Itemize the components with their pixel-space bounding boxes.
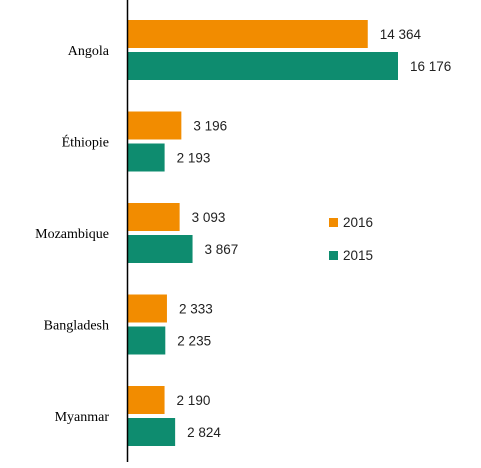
bar-2016-1 bbox=[128, 111, 182, 140]
data-label: 3 093 bbox=[192, 210, 226, 225]
bar-2016-4 bbox=[128, 386, 165, 414]
data-label: 2 193 bbox=[177, 151, 211, 166]
data-label: 3 867 bbox=[205, 242, 239, 257]
value-labels: 14 364 16 176 3 196 2 193 3 093 3 867 2 333 2 2… bbox=[177, 27, 452, 440]
bar-2015-1 bbox=[128, 143, 165, 172]
bar-2015-2 bbox=[128, 235, 193, 263]
bar-2016-2 bbox=[128, 203, 180, 231]
category-label: Myanmar bbox=[55, 410, 110, 425]
category-labels: Angola Éthiopie Mozambique Bangladesh Myanma… bbox=[35, 44, 110, 425]
data-label: 2 333 bbox=[179, 302, 213, 317]
bar-2016-3 bbox=[128, 294, 167, 323]
data-label: 14 364 bbox=[380, 27, 422, 42]
data-label: 2 824 bbox=[187, 425, 221, 440]
bar-2015-3 bbox=[128, 326, 166, 355]
category-label: Bangladesh bbox=[44, 319, 109, 334]
legend-label: 2016 bbox=[343, 215, 373, 230]
bars-layer bbox=[128, 20, 398, 446]
bar-2015-0 bbox=[128, 52, 398, 80]
legend: 2016 2015 bbox=[329, 215, 373, 263]
data-label: 2 235 bbox=[177, 334, 211, 349]
data-label: 2 190 bbox=[177, 393, 211, 408]
bar-2015-4 bbox=[128, 418, 176, 446]
data-label: 3 196 bbox=[193, 119, 227, 134]
legend-swatch-2016 bbox=[329, 218, 338, 227]
legend-label: 2015 bbox=[343, 248, 373, 263]
category-label: Éthiopie bbox=[62, 134, 109, 151]
data-label: 16 176 bbox=[410, 59, 451, 74]
legend-swatch-2015 bbox=[329, 251, 338, 260]
category-label: Mozambique bbox=[35, 227, 109, 242]
category-label: Angola bbox=[68, 44, 110, 59]
bar-2016-0 bbox=[128, 20, 368, 48]
